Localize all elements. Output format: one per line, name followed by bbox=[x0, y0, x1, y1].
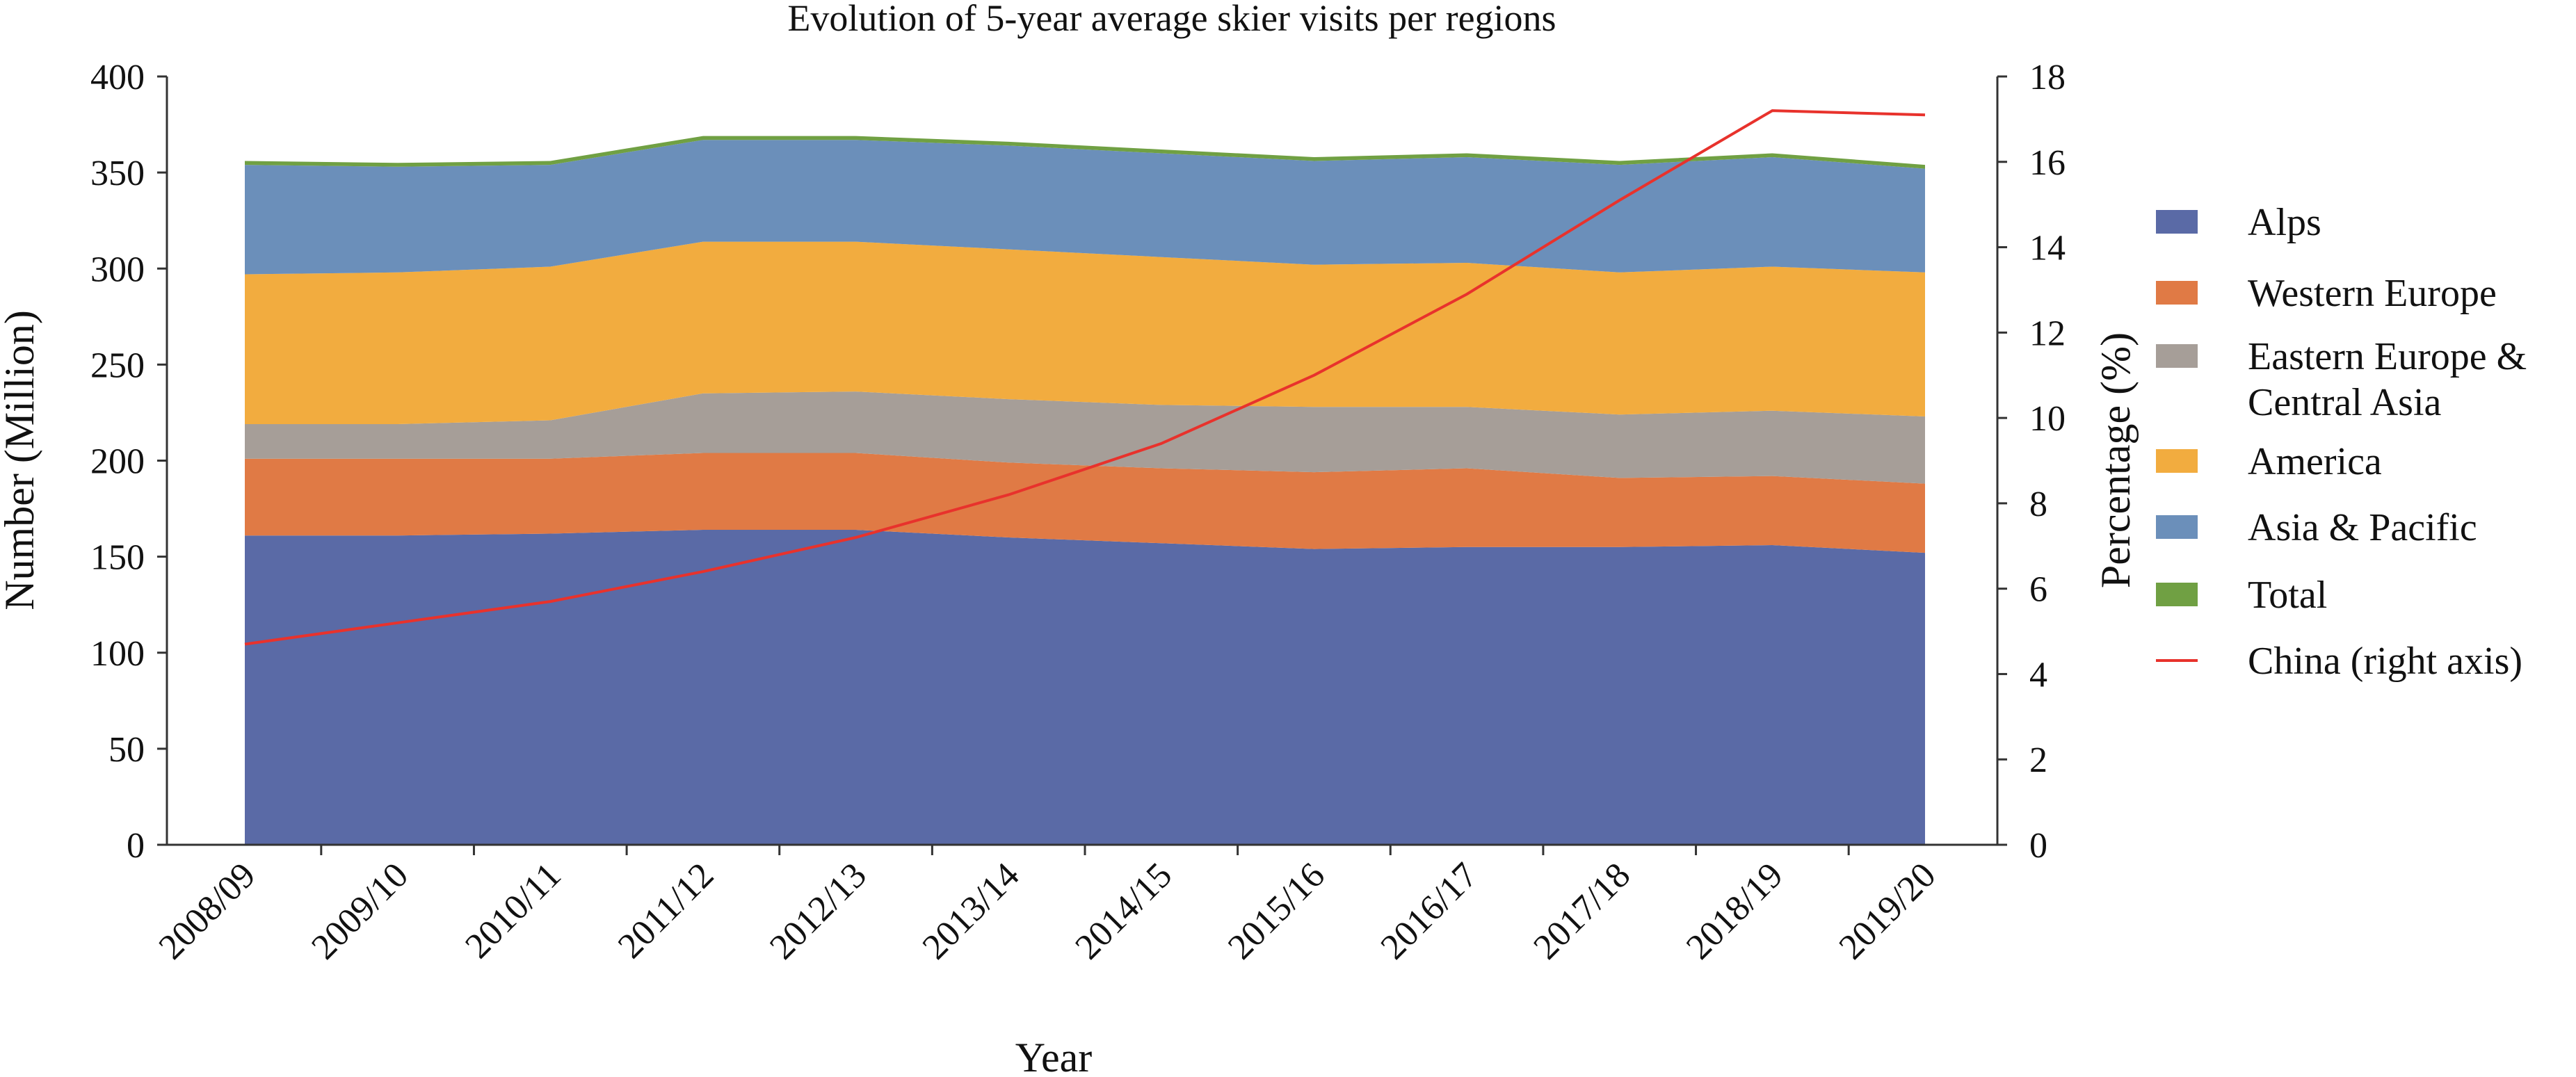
legend-label-china-right-axis: China (right axis) bbox=[2248, 640, 2522, 683]
left-tick-label: 300 bbox=[90, 250, 145, 289]
x-tick-label: 2015/16 bbox=[1221, 855, 1333, 967]
x-tick-label: 2014/15 bbox=[1068, 855, 1180, 967]
line-layer bbox=[244, 109, 1926, 646]
right-tick-label: 16 bbox=[2029, 143, 2066, 183]
left-axis-ticks: 0 50 100 150 200 250 300 350 400 bbox=[90, 58, 167, 866]
x-tick-label: 2019/20 bbox=[1832, 855, 1944, 967]
x-tick-label: 2017/18 bbox=[1526, 855, 1638, 967]
right-tick-label: 2 bbox=[2029, 740, 2047, 780]
area-asia-pacific bbox=[245, 140, 1925, 275]
area-eastern-europe-central-asia bbox=[245, 391, 1925, 484]
legend: Alps Western Europe Eastern Europe & Centra… bbox=[2156, 201, 2527, 683]
legend-swatch-america bbox=[2156, 449, 2198, 473]
x-axis-label: Year bbox=[1015, 1035, 1093, 1077]
stacked-areas bbox=[245, 136, 1925, 845]
area-america bbox=[245, 241, 1925, 424]
right-tick-label: 4 bbox=[2029, 655, 2047, 695]
left-tick-label: 0 bbox=[127, 826, 145, 866]
legend-label-america: America bbox=[2248, 440, 2382, 483]
x-tick-label: 2016/17 bbox=[1374, 855, 1486, 967]
right-tick-label: 18 bbox=[2029, 58, 2066, 97]
legend-label-alps: Alps bbox=[2248, 201, 2321, 244]
x-tick-label: 2012/13 bbox=[762, 855, 874, 967]
legend-label-eastern-europe-central-asia: Eastern Europe & Central Asia bbox=[2248, 335, 2527, 424]
x-axis-ticks: 2008/09 2009/10 2010/11 2011/12 2012/13 2013/… bbox=[152, 845, 1944, 967]
right-axis-ticks: 0 2 4 6 8 10 12 14 16 18 bbox=[1997, 58, 2066, 866]
y-axis-label: Number (Million) bbox=[0, 310, 42, 610]
left-tick-label: 50 bbox=[108, 730, 145, 770]
right-tick-label: 0 bbox=[2029, 826, 2047, 866]
right-tick-label: 12 bbox=[2029, 314, 2066, 353]
area-total bbox=[245, 136, 1925, 169]
chart-title: Evolution of 5-year average skier visits… bbox=[787, 0, 1556, 39]
legend-swatch-total bbox=[2156, 583, 2198, 606]
area-western-europe bbox=[245, 453, 1925, 553]
right-tick-label: 6 bbox=[2029, 570, 2047, 610]
left-tick-label: 350 bbox=[90, 154, 145, 193]
legend-label-asia-pacific: Asia & Pacific bbox=[2248, 506, 2477, 549]
left-tick-label: 250 bbox=[90, 346, 145, 385]
x-tick-label: 2011/12 bbox=[611, 855, 721, 966]
left-tick-label: 100 bbox=[90, 634, 145, 674]
y2-axis-label: Percentage (%) bbox=[2093, 332, 2139, 588]
x-tick-label: 2008/09 bbox=[152, 855, 264, 967]
x-tick-label: 2018/19 bbox=[1679, 855, 1791, 967]
legend-label-western-europe: Western Europe bbox=[2248, 272, 2497, 315]
left-tick-label: 400 bbox=[90, 58, 145, 97]
area-alps bbox=[245, 530, 1925, 845]
x-tick-label: 2013/14 bbox=[915, 855, 1027, 967]
right-tick-label: 10 bbox=[2029, 399, 2066, 439]
right-tick-label: 14 bbox=[2029, 229, 2066, 268]
legend-swatch-eastern-europe-central-asia bbox=[2156, 344, 2198, 368]
x-tick-label: 2010/11 bbox=[458, 855, 568, 966]
legend-swatch-alps bbox=[2156, 210, 2198, 234]
left-tick-label: 200 bbox=[90, 442, 145, 482]
right-tick-label: 8 bbox=[2029, 485, 2047, 524]
line-china-right-axis bbox=[244, 109, 1926, 646]
x-tick-label: 2009/10 bbox=[304, 855, 416, 967]
legend-swatch-asia-pacific bbox=[2156, 515, 2198, 539]
left-tick-label: 150 bbox=[90, 538, 145, 578]
legend-swatch-western-europe bbox=[2156, 281, 2198, 305]
legend-label-total: Total bbox=[2248, 574, 2327, 617]
